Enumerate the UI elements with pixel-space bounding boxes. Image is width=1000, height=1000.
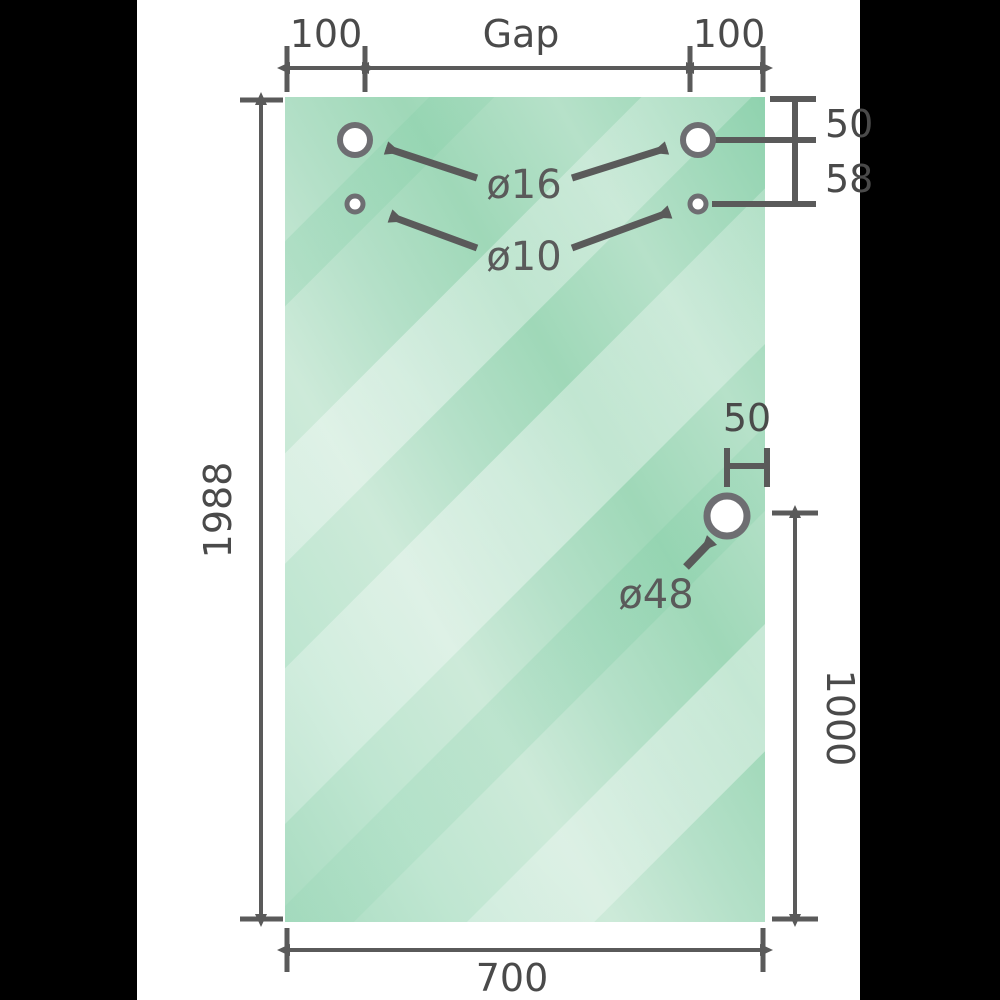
bottom-width-dimension: 700 [277,928,773,1000]
dim-label-right-58: 58 [825,157,873,201]
leader-arrow-dia48 [683,535,718,570]
drilled-holes [337,122,751,540]
top-dimension-chain: 100 Gap 100 [277,12,773,92]
hole-leader-callouts: ø16 ø10 ø48 [383,141,718,618]
leader-arrow-dia10-right [570,205,673,252]
hole-bottom-right-10 [687,193,709,215]
hole-label-dia10: ø10 [486,234,561,280]
hole-top-right-16 [680,122,716,158]
dim-label-gap: Gap [483,12,560,56]
leader-arrow-dia16-right [570,141,670,182]
right-top-dimensions: 50 58 [712,96,873,207]
dim-label-height-1000: 1000 [818,670,862,767]
leader-arrow-dia10-left [387,209,479,252]
dim-label-top-right-100: 100 [693,12,766,56]
right-height-dimension: 1000 [772,505,862,927]
hole-top-left-16 [337,122,373,158]
left-height-dimension: 1988 [196,92,283,927]
hole-bottom-left-10 [344,193,366,215]
hole-handle-48 [703,492,751,540]
hole-label-dia16: ø16 [486,162,561,208]
dim-label-right-50: 50 [825,102,873,146]
dim-label-handle-50: 50 [723,396,771,440]
hole-label-dia48: ø48 [618,572,693,618]
dim-label-top-left-100: 100 [290,12,363,56]
dim-label-height-1988: 1988 [196,462,240,559]
handle-hole-offset-dimension: 50 [723,396,771,487]
dim-label-width-700: 700 [476,956,549,1000]
leader-arrow-dia16-left [383,141,479,182]
